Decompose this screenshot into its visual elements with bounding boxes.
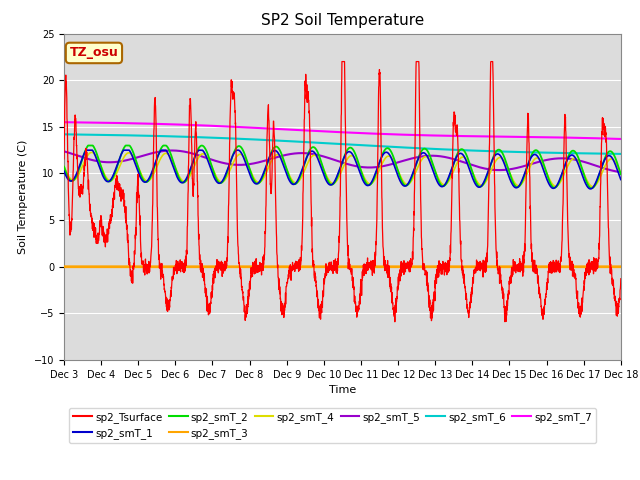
Y-axis label: Soil Temperature (C): Soil Temperature (C) [19,140,28,254]
X-axis label: Time: Time [329,385,356,395]
Title: SP2 Soil Temperature: SP2 Soil Temperature [260,13,424,28]
Text: TZ_osu: TZ_osu [70,47,118,60]
Legend: sp2_Tsurface, sp2_smT_1, sp2_smT_2, sp2_smT_3, sp2_smT_4, sp2_smT_5, sp2_smT_6, : sp2_Tsurface, sp2_smT_1, sp2_smT_2, sp2_… [69,408,596,443]
